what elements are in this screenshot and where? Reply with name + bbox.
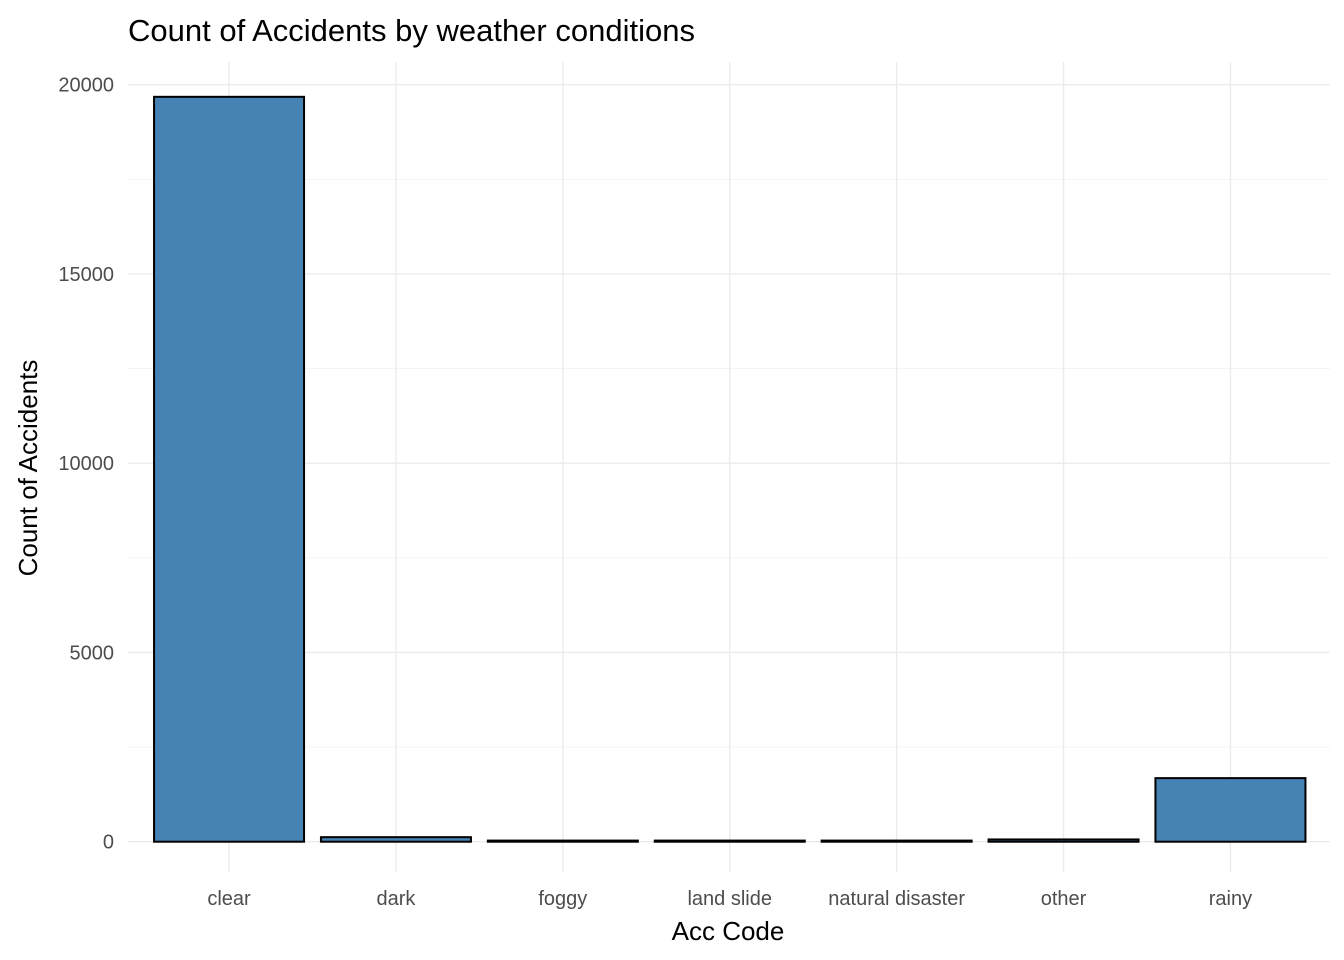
- bar-foggy: [486, 839, 639, 843]
- x-tick-label: other: [1041, 888, 1087, 910]
- y-tick-label: 20000: [58, 75, 114, 97]
- bar-other: [987, 838, 1140, 843]
- bar-rainy: [1154, 777, 1307, 843]
- x-tick-label: natural disaster: [828, 888, 965, 910]
- bar-dark: [319, 836, 472, 843]
- bar-natural-disaster: [820, 839, 973, 843]
- x-tick-label: clear: [207, 888, 251, 910]
- chart-title: Count of Accidents by weather conditions: [128, 13, 695, 48]
- x-tick-label: rainy: [1209, 888, 1252, 910]
- grid-lines: [128, 62, 1330, 872]
- y-tick-label: 5000: [70, 642, 115, 664]
- x-tick-label: land slide: [687, 888, 772, 910]
- y-axis-tick-labels: 0 5000 10000 15000 20000: [58, 75, 114, 854]
- y-tick-label: 10000: [58, 453, 114, 475]
- bars: [153, 95, 1307, 843]
- y-tick-label: 0: [103, 832, 114, 854]
- x-axis-title: Acc Code: [672, 916, 785, 946]
- y-axis-title: Count of Accidents: [13, 360, 43, 577]
- x-tick-label: dark: [376, 888, 416, 910]
- x-axis-tick-labels: clear dark foggy land slide natural disaster…: [207, 888, 1252, 910]
- y-tick-label: 15000: [58, 264, 114, 286]
- bar-clear: [153, 95, 306, 843]
- x-tick-label: foggy: [538, 888, 587, 910]
- bar-land-slide: [653, 839, 806, 843]
